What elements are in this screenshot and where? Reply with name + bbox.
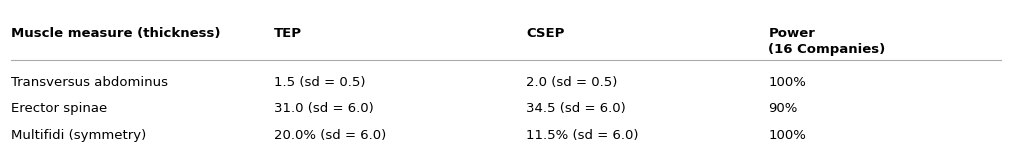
Text: Power
(16 Companies): Power (16 Companies) xyxy=(767,27,885,56)
Text: 11.5% (sd = 6.0): 11.5% (sd = 6.0) xyxy=(526,129,638,142)
Text: TEP: TEP xyxy=(274,27,301,40)
Text: 1.5 (sd = 0.5): 1.5 (sd = 0.5) xyxy=(274,76,365,89)
Text: 31.0 (sd = 6.0): 31.0 (sd = 6.0) xyxy=(274,102,373,115)
Text: 20.0% (sd = 6.0): 20.0% (sd = 6.0) xyxy=(274,129,386,142)
Text: 2.0 (sd = 0.5): 2.0 (sd = 0.5) xyxy=(526,76,617,89)
Text: 100%: 100% xyxy=(767,76,806,89)
Text: 90%: 90% xyxy=(767,102,797,115)
Text: 100%: 100% xyxy=(767,129,806,142)
Text: Transversus abdominus: Transversus abdominus xyxy=(11,76,168,89)
Text: Erector spinae: Erector spinae xyxy=(11,102,107,115)
Text: Muscle measure (thickness): Muscle measure (thickness) xyxy=(11,27,220,40)
Text: 34.5 (sd = 6.0): 34.5 (sd = 6.0) xyxy=(526,102,626,115)
Text: Multifidi (symmetry): Multifidi (symmetry) xyxy=(11,129,147,142)
Text: CSEP: CSEP xyxy=(526,27,564,40)
